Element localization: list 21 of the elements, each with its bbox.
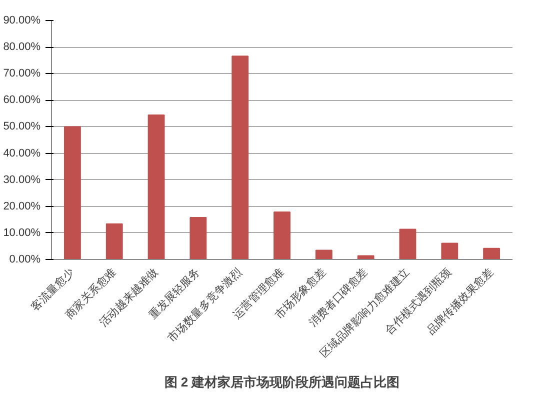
bar	[441, 242, 458, 260]
y-tick-label: 60.00%	[3, 94, 41, 106]
y-tick-label: 0.00%	[9, 254, 41, 266]
bar	[483, 248, 500, 260]
bar	[190, 217, 207, 260]
bar	[232, 56, 249, 260]
text: 图 2 建材家居市场现阶段所遇问题占比图	[164, 374, 400, 390]
y-tick-label: 10.00%	[3, 226, 41, 239]
bar	[148, 114, 165, 260]
bar	[274, 211, 290, 260]
y-tick-label: 30.00%	[3, 174, 41, 186]
y-tick-label: 70.00%	[3, 68, 41, 80]
y-tick-label: 50.00%	[3, 120, 41, 133]
y-tick-label: 90.00%	[3, 14, 41, 26]
bar	[64, 126, 81, 260]
bar	[399, 228, 416, 260]
y-tick-label: 40.00%	[3, 147, 41, 160]
bar	[106, 223, 123, 260]
bar	[315, 250, 332, 260]
y-tick-label: 80.00%	[3, 41, 41, 54]
y-tick-label: 20.00%	[3, 200, 41, 212]
